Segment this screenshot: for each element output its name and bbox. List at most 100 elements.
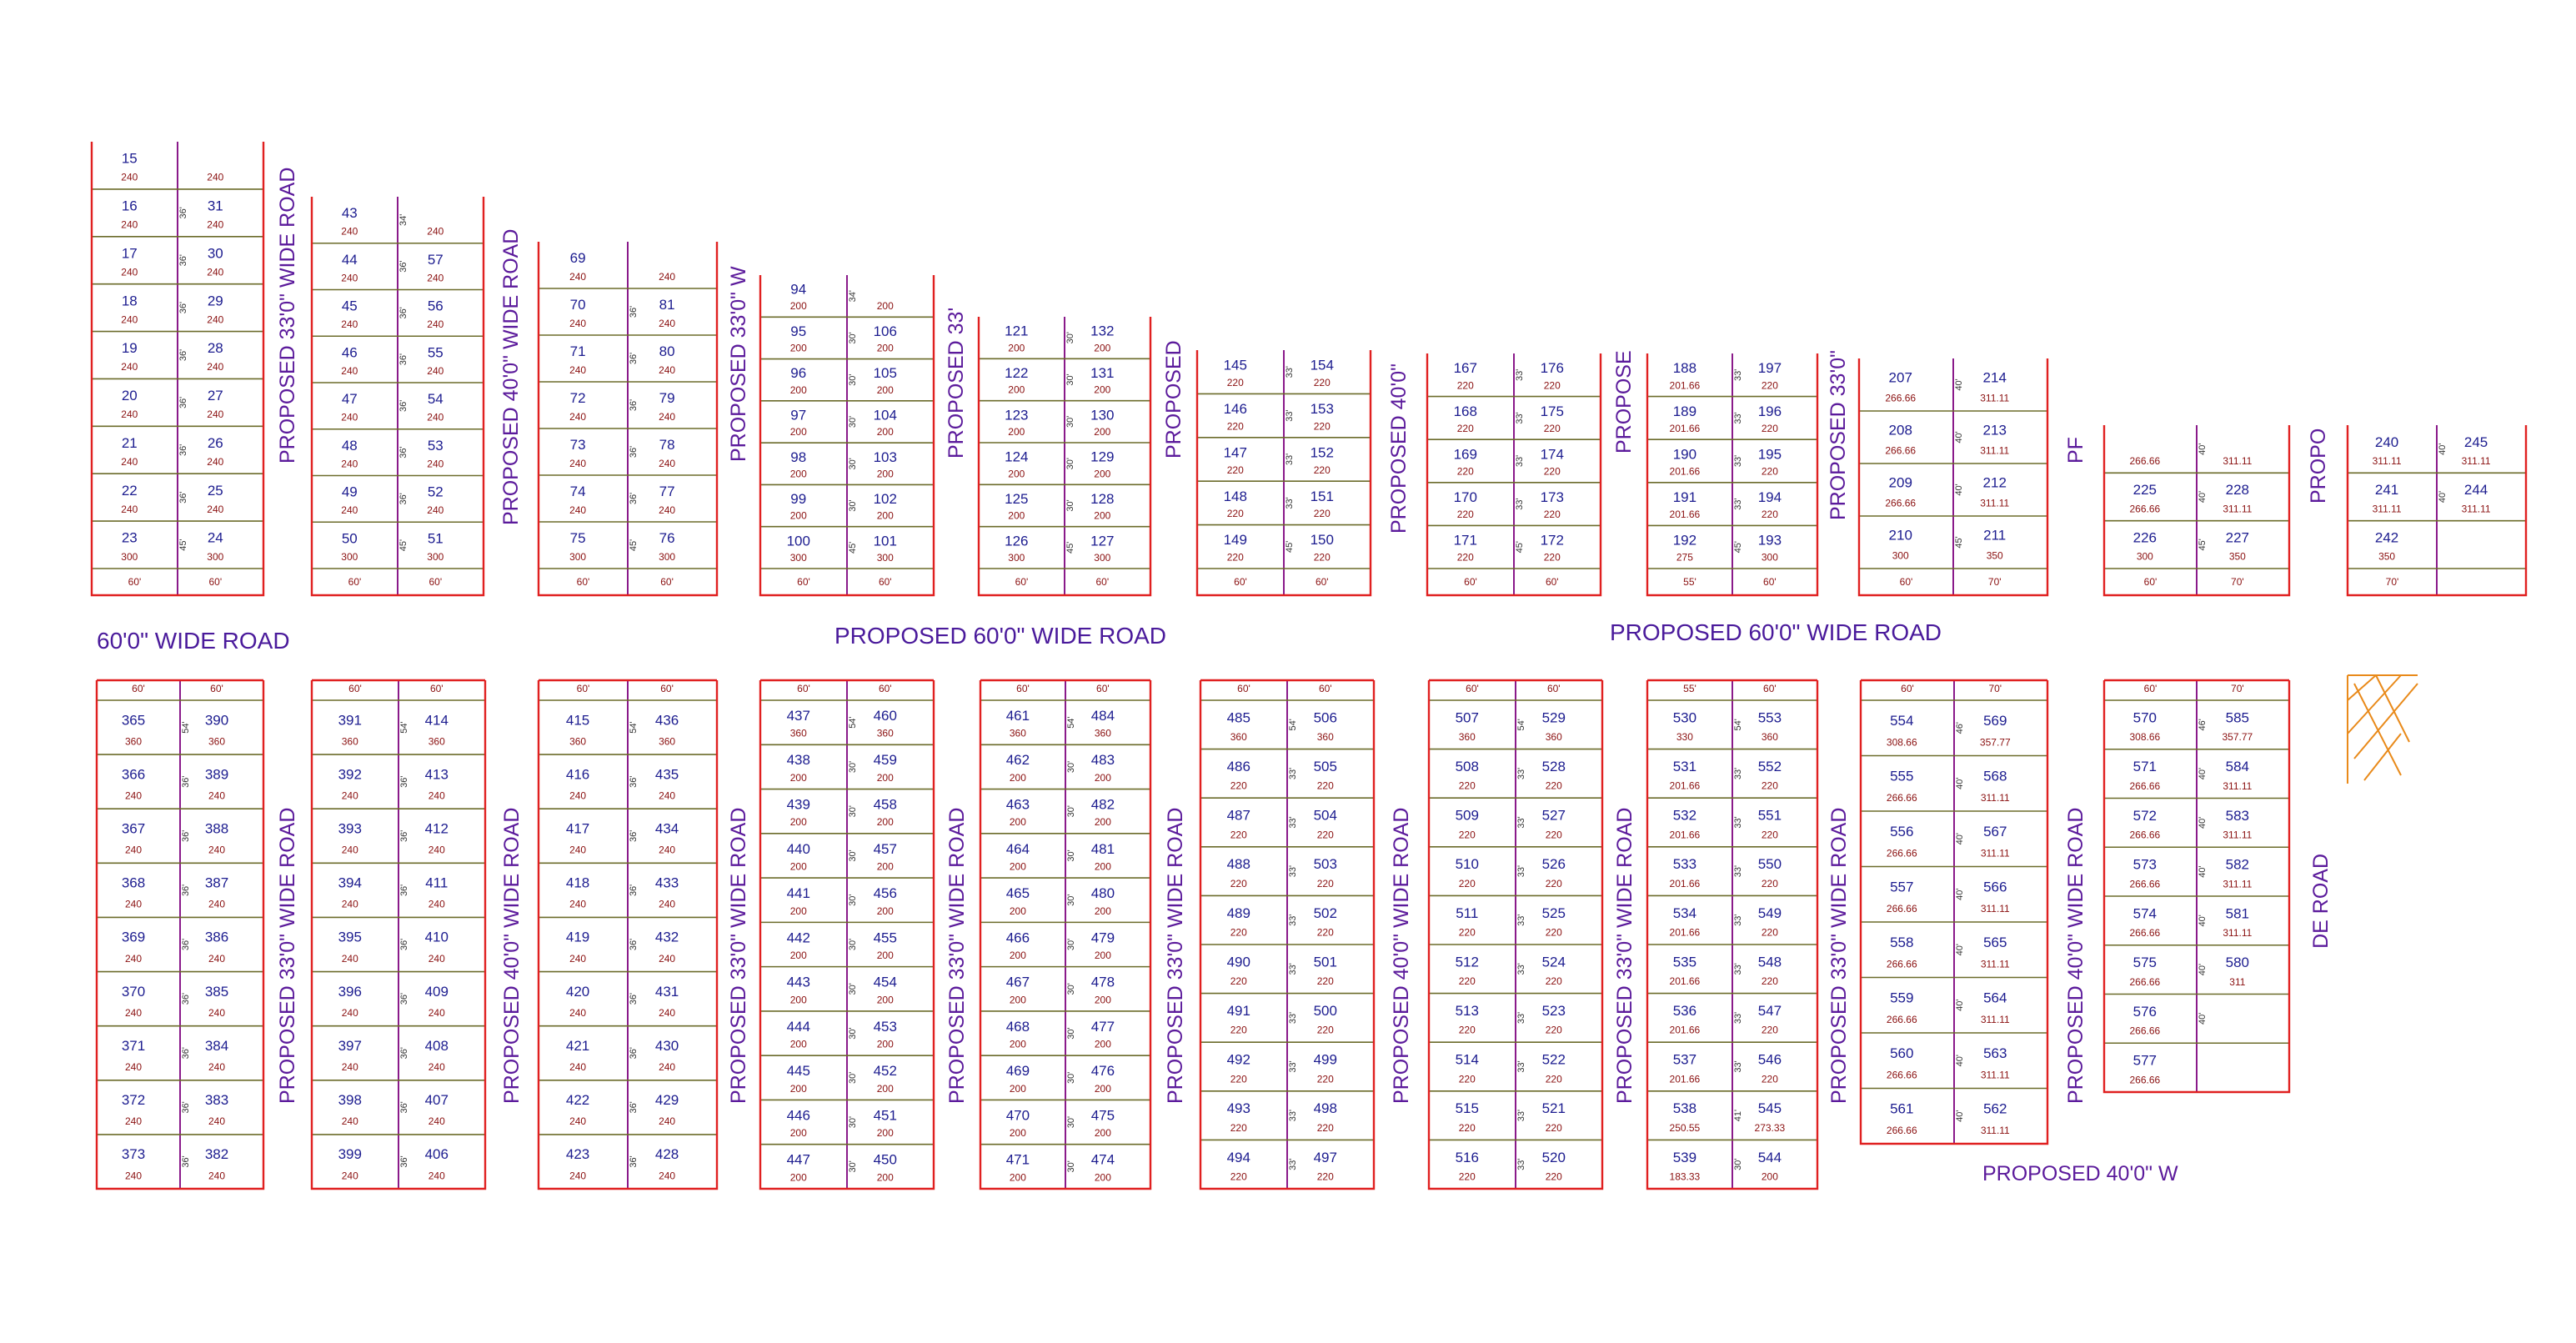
plot-area: 220 [1230, 780, 1247, 792]
block-edge [1859, 680, 2049, 1145]
plot-area: 311.11 [1981, 792, 2010, 804]
plot-area: 240 [121, 456, 138, 468]
plot-number: 176 [1541, 360, 1564, 376]
plot-area: 350 [1987, 550, 2003, 562]
plot-depth: 36' [629, 884, 639, 896]
plot-number: 388 [205, 821, 228, 837]
plot-number: 457 [874, 841, 897, 857]
plot-depth: 34' [398, 214, 408, 226]
road-label: PROPOSED 33'0" WIDE ROAD [276, 168, 299, 464]
plot-area: 240 [342, 790, 358, 802]
plot-area: 220 [1317, 1073, 1334, 1085]
plot-depth: 33' [1288, 963, 1298, 975]
plot-area: 240 [121, 361, 138, 373]
plot-area: 240 [207, 456, 223, 468]
plot-area: 220 [1546, 1025, 1562, 1036]
plot-depth: 46' [2198, 719, 2208, 730]
plot-area: 220 [1230, 1025, 1247, 1036]
plot-width: 60' [1546, 576, 1559, 588]
plot-area: 200 [790, 861, 807, 873]
plot-area: 201.66 [1670, 466, 1701, 478]
plot-depth: 36' [399, 993, 409, 1005]
plot-area: 200 [877, 1083, 894, 1095]
plot-number: 566 [1983, 879, 2007, 894]
plot-number: 15 [122, 151, 138, 167]
plot-number: 442 [787, 930, 810, 945]
plot-depth: 36' [398, 307, 408, 318]
plot-area: 300 [207, 551, 223, 563]
plot-number: 210 [1889, 527, 1912, 543]
plot-area: 220 [1459, 975, 1476, 987]
plot-area: 220 [1317, 1025, 1334, 1036]
plot-number: 492 [1227, 1052, 1250, 1068]
plot-depth: 33' [1516, 865, 1526, 877]
plot-depth: 33' [1516, 1012, 1526, 1024]
plot-area: 220 [1459, 878, 1476, 889]
plot-number: 428 [655, 1146, 679, 1162]
plot-area: 200 [1095, 1039, 1111, 1050]
plot-depth: 36' [181, 1155, 191, 1167]
plot-width: 60' [1763, 683, 1777, 694]
plot-area: 240 [569, 1007, 586, 1019]
plot-area: 220 [1317, 780, 1334, 792]
plot-number: 407 [425, 1092, 449, 1108]
plot-width: 60' [660, 683, 674, 694]
plot-area: 240 [659, 458, 675, 469]
plot-number: 189 [1673, 403, 1696, 419]
plot-number: 24 [208, 530, 223, 546]
plot-depth: 36' [178, 444, 188, 456]
plot-number: 193 [1758, 533, 1782, 549]
plot-depth: 30' [848, 983, 858, 995]
plot-area: 300 [790, 552, 807, 564]
plot-depth: 40' [2198, 491, 2208, 503]
plot-number: 419 [566, 930, 589, 945]
plot-area: 220 [1227, 508, 1244, 519]
plot-number: 503 [1314, 856, 1337, 872]
plot-number: 582 [2226, 857, 2249, 873]
plot-area: 240 [125, 790, 142, 802]
plot-depth: 33' [1288, 768, 1298, 779]
plot-area: 200 [1762, 1170, 1778, 1182]
plot-depth: 33' [1288, 1060, 1298, 1072]
plot-depth: 33' [1285, 454, 1295, 465]
plot-number: 560 [1890, 1045, 1913, 1061]
plot-number: 54 [428, 391, 444, 407]
plot-number: 450 [874, 1152, 897, 1168]
plot-area: 266.66 [2129, 780, 2160, 792]
plot-number: 80 [659, 343, 675, 359]
plot-depth: 45' [1065, 542, 1075, 554]
plot-area: 300 [1094, 552, 1110, 564]
plot-number: 100 [787, 533, 810, 549]
road-label: PROPO [2307, 428, 2330, 504]
plot-area: 200 [1008, 384, 1025, 396]
road-label: PROPOSED 60'0" WIDE ROAD [1610, 619, 1942, 645]
plot-number: 523 [1542, 1003, 1566, 1019]
plot-area: 311.11 [2223, 878, 2252, 889]
plot-width: 60' [1096, 683, 1110, 694]
plot-area: 240 [659, 1061, 675, 1073]
plot-number: 423 [566, 1146, 589, 1162]
plot-number: 439 [787, 797, 810, 813]
road-label: PF [2064, 437, 2087, 464]
plot-width: 60' [430, 683, 444, 694]
plot-number: 446 [787, 1107, 810, 1123]
plot-area: 200 [877, 1127, 894, 1139]
plot-depth: 33' [1516, 1110, 1526, 1121]
plot-area: 266.66 [2129, 1074, 2160, 1085]
plot-area: 220 [1459, 780, 1476, 792]
plot-number: 494 [1227, 1150, 1250, 1165]
plot-number: 383 [205, 1092, 228, 1108]
plot-number: 174 [1541, 446, 1564, 462]
block-edge [90, 142, 265, 597]
plot-depth: 40' [2198, 1013, 2208, 1025]
plot-depth: 40' [2198, 865, 2208, 877]
plot-number: 530 [1673, 709, 1696, 725]
plot-number: 536 [1673, 1003, 1696, 1019]
plot-depth: 54' [848, 716, 858, 728]
plot-depth: 33' [1288, 1159, 1298, 1170]
plot-area: 201.66 [1670, 509, 1701, 520]
plot-width: 60' [208, 576, 222, 588]
plot-number: 25 [208, 483, 223, 499]
plot-number: 188 [1673, 360, 1696, 376]
plot-number: 56 [428, 298, 444, 314]
